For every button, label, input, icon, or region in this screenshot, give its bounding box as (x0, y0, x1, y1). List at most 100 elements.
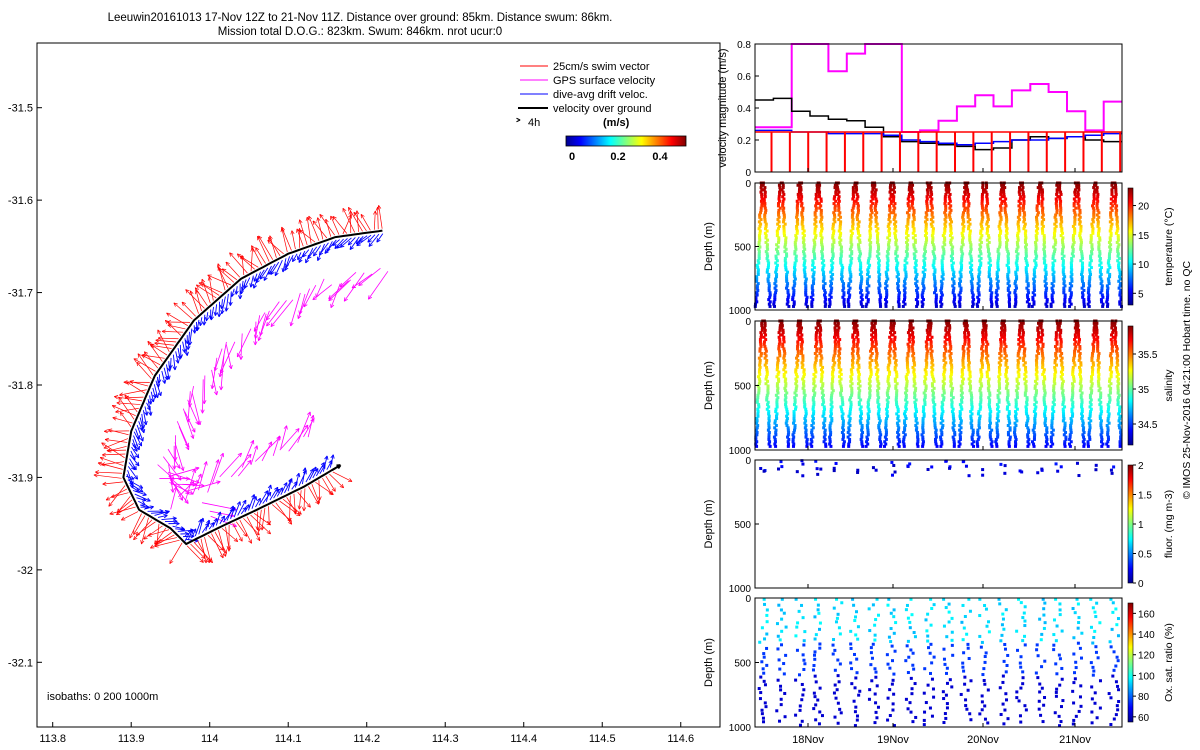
profile-point (802, 400, 806, 404)
profile-point (934, 435, 938, 439)
profile-point (884, 282, 888, 286)
profile-point (942, 365, 946, 369)
profile-point (837, 190, 841, 194)
profile-point (924, 224, 928, 228)
gps-vector-head (183, 466, 185, 471)
swim-vector (318, 480, 321, 501)
drift-vector (244, 504, 250, 513)
profile-point (857, 370, 861, 374)
profile-point (874, 342, 878, 346)
profile-point (766, 428, 770, 432)
swim-vector (155, 339, 177, 343)
profile-point (873, 331, 877, 335)
gps-vector-head (289, 321, 292, 327)
profile-point (804, 279, 808, 283)
profile-point (857, 377, 861, 381)
profile-point (874, 338, 878, 342)
profile-point (774, 268, 778, 272)
drift-vector-head (213, 311, 216, 316)
profile-point (980, 220, 984, 224)
profile-point (968, 375, 972, 379)
profile-point (795, 384, 799, 388)
profile-point (767, 410, 771, 414)
profile-point (1062, 302, 1066, 306)
profile-point (907, 192, 911, 196)
profile-point (896, 300, 900, 304)
profile-point (839, 368, 843, 372)
profile-point (932, 261, 936, 265)
profile-point (996, 259, 1000, 263)
profile-point (891, 326, 895, 330)
profile-point (831, 224, 835, 228)
profile-point (985, 222, 989, 226)
profile-point (884, 407, 888, 411)
profile-point (777, 195, 781, 199)
profile-point (948, 197, 952, 201)
profile-point (970, 435, 974, 439)
profile-point (784, 266, 788, 270)
gps-vector (368, 271, 389, 300)
profile-point (878, 282, 882, 286)
profile-point (848, 440, 852, 444)
profile-point (985, 231, 989, 235)
profile-point (811, 261, 815, 265)
profile-point (1041, 197, 1045, 201)
profile-point (1059, 190, 1063, 194)
profile-point (760, 192, 764, 196)
profile-point (795, 363, 799, 367)
profile-point (1015, 266, 1019, 270)
profile-point (903, 298, 907, 302)
profile-point (979, 391, 983, 395)
profile-point (979, 222, 983, 226)
profile-point (978, 270, 982, 274)
profile-point (847, 295, 851, 299)
swim-vector-head (109, 513, 114, 516)
swim-vector (311, 484, 320, 504)
swim-vector (93, 474, 122, 479)
profile-point (921, 270, 925, 274)
profile-point (944, 192, 948, 196)
profile-point (783, 234, 787, 238)
profile-point (1061, 261, 1065, 265)
profile-point (832, 231, 836, 235)
gps-vector (182, 408, 194, 439)
profile-point (782, 206, 786, 210)
profile-point (809, 295, 813, 299)
profile-point (801, 206, 805, 210)
profile-point (944, 361, 948, 365)
profile-point (1069, 291, 1073, 295)
profile-point (971, 300, 975, 304)
profile-point (967, 349, 971, 353)
profile-point (961, 377, 965, 381)
profile-point (959, 398, 963, 402)
profile-point (1014, 284, 1018, 288)
swim-vector-head (106, 448, 111, 451)
drift-vector-head (253, 278, 258, 282)
gps-vector (328, 280, 349, 300)
profile-point (877, 270, 881, 274)
swim-vector (258, 509, 262, 532)
profile-point (929, 199, 933, 203)
profile-point (864, 444, 868, 448)
drift-vector (347, 237, 356, 246)
profile-point (981, 349, 985, 353)
profile-point (1116, 259, 1120, 263)
profile-point (786, 291, 790, 295)
profile-point (767, 430, 771, 434)
profile-point (1076, 195, 1080, 199)
profile-point (813, 361, 817, 365)
profile-point (966, 347, 970, 351)
profile-point (989, 437, 993, 441)
profile-point (819, 354, 823, 358)
profile-point (941, 272, 945, 276)
profile-point (888, 345, 892, 349)
profile-point (912, 372, 916, 376)
profile-point (961, 229, 965, 233)
profile-point (766, 403, 770, 407)
profile-point (832, 213, 836, 217)
profile-point (814, 204, 818, 208)
drift-vector-head (165, 510, 170, 512)
profile-point (1063, 298, 1067, 302)
profile-point (855, 342, 859, 346)
profile-point (1059, 208, 1063, 212)
